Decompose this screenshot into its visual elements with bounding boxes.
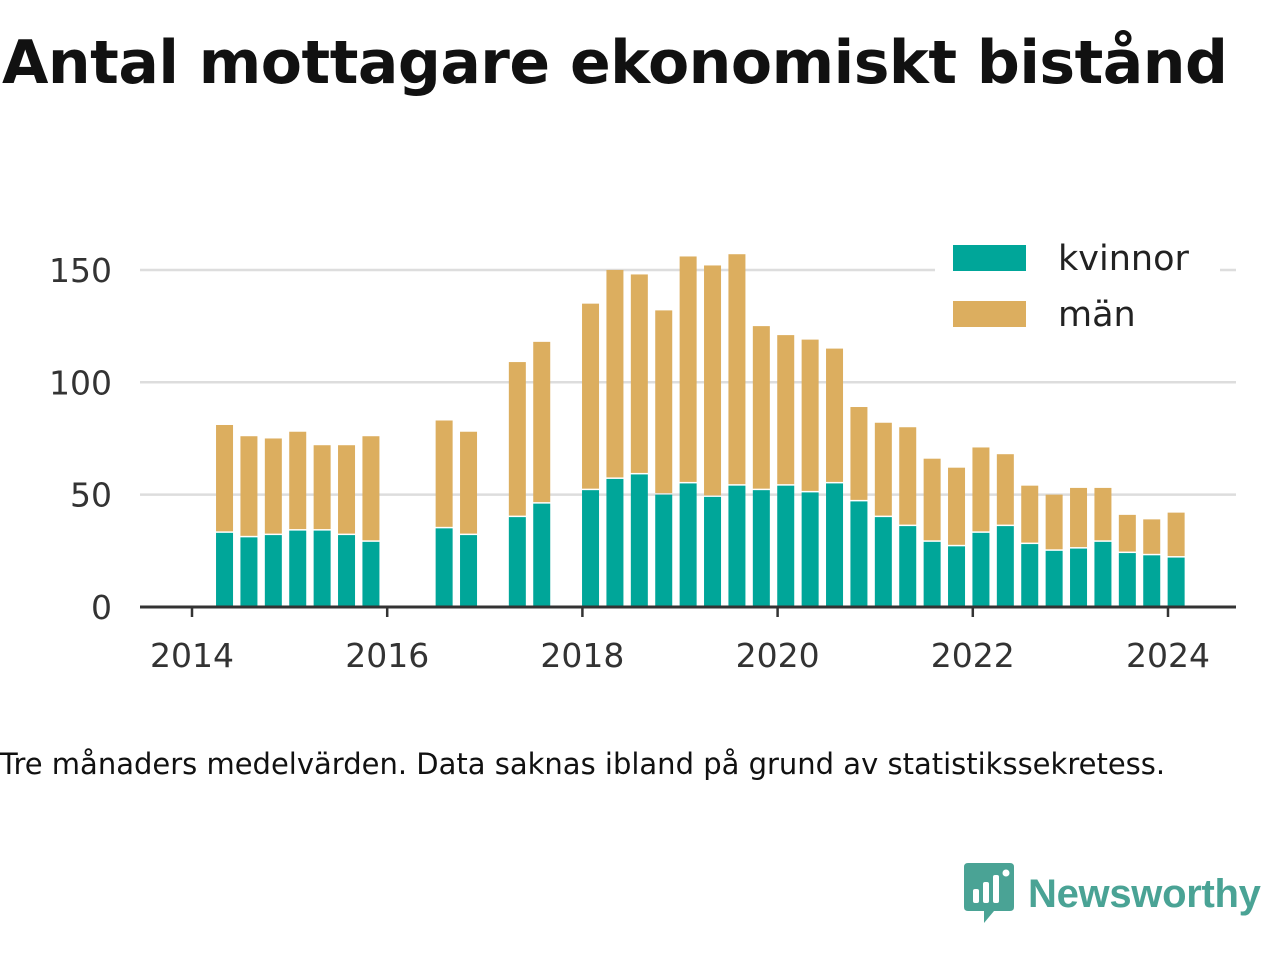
bar-man — [216, 424, 234, 532]
bar-man — [362, 436, 380, 541]
bar-man — [1167, 512, 1185, 557]
bar-man — [923, 458, 941, 541]
bar-kvinnor — [996, 526, 1014, 607]
bar-kvinnor — [264, 535, 282, 607]
bar-man — [313, 445, 331, 530]
bar-kvinnor — [582, 490, 600, 607]
newsworthy-logo-icon — [964, 863, 1014, 923]
bar-man — [948, 467, 966, 545]
bar-kvinnor — [1070, 548, 1088, 607]
legend-label: kvinnor — [1058, 239, 1189, 279]
bar-kvinnor — [313, 530, 331, 607]
bar-man — [704, 265, 722, 496]
bar-kvinnor — [948, 546, 966, 607]
bar-kvinnor — [1021, 544, 1039, 607]
bar-man — [606, 269, 624, 478]
x-tick-label: 2024 — [1126, 636, 1210, 675]
caption: Tre månaders medelvärden. Data saknas ib… — [0, 747, 1166, 781]
legend-label: män — [1058, 295, 1136, 335]
y-tick-label: 150 — [49, 251, 112, 290]
bar-man — [1045, 494, 1063, 550]
bar-man — [752, 326, 770, 489]
bar-man — [850, 407, 868, 500]
x-tick-label: 2016 — [345, 636, 429, 675]
x-tick-label: 2022 — [931, 636, 1015, 675]
y-tick-label: 100 — [49, 363, 112, 402]
bar-kvinnor — [874, 517, 892, 607]
bar-kvinnor — [655, 494, 673, 607]
bar-kvinnor — [1167, 557, 1185, 607]
bar-man — [264, 438, 282, 534]
bar-kvinnor — [728, 485, 746, 607]
bar-kvinnor — [1045, 550, 1063, 607]
bar-man — [1094, 487, 1112, 541]
x-axis: 2014 2016 2018 2020 2022 2024 — [140, 605, 1236, 675]
bar-man — [582, 303, 600, 489]
bar-kvinnor — [972, 532, 990, 607]
bar-kvinnor — [289, 530, 307, 607]
bar-man — [972, 447, 990, 532]
bar-man — [801, 339, 819, 491]
y-tick-label: 0 — [91, 588, 112, 627]
bar-man — [1070, 487, 1088, 548]
bar-kvinnor — [508, 517, 526, 607]
bar-kvinnor — [1118, 553, 1136, 607]
bar-man — [533, 341, 551, 503]
bar-man — [508, 362, 526, 516]
bar-man — [338, 445, 356, 534]
bar-man — [1118, 514, 1136, 552]
bar-kvinnor — [606, 478, 624, 607]
bar-man — [679, 256, 697, 482]
y-axis: 0 50 100 150 — [49, 251, 112, 627]
bar-kvinnor — [240, 537, 258, 607]
bar-man — [899, 427, 917, 525]
bar-kvinnor — [752, 490, 770, 607]
bar-kvinnor — [435, 528, 453, 607]
bar-man — [655, 310, 673, 494]
bar-kvinnor — [923, 541, 941, 607]
bar-kvinnor — [899, 526, 917, 607]
x-tick-label: 2020 — [736, 636, 820, 675]
bar-kvinnor — [1143, 555, 1161, 607]
brand[interactable]: Newsworthy — [964, 862, 1261, 926]
x-tick-label: 2018 — [540, 636, 624, 675]
bar-kvinnor — [850, 501, 868, 607]
bar-man — [874, 422, 892, 516]
bar-kvinnor — [630, 474, 648, 607]
bars — [216, 254, 1185, 607]
bar-man — [826, 348, 844, 482]
bar-kvinnor — [704, 496, 722, 607]
legend-swatch — [953, 245, 1026, 271]
bar-kvinnor — [338, 535, 356, 607]
bar-kvinnor — [801, 492, 819, 607]
bar-man — [435, 420, 453, 527]
chart-title: Antal mottagare ekonomiskt bistånd — [2, 28, 1228, 98]
legend-swatch — [953, 301, 1026, 327]
bar-kvinnor — [460, 535, 478, 607]
y-tick-label: 50 — [70, 476, 112, 515]
brand-name: Newsworthy — [1028, 871, 1261, 916]
bar-kvinnor — [777, 485, 795, 607]
bar-kvinnor — [362, 541, 380, 607]
bar-kvinnor — [216, 532, 234, 607]
bar-kvinnor — [533, 503, 551, 607]
bar-kvinnor — [679, 483, 697, 607]
bar-man — [996, 454, 1014, 525]
bar-man — [1143, 519, 1161, 554]
bar-kvinnor — [826, 483, 844, 607]
bar-man — [777, 335, 795, 485]
bar-man — [240, 436, 258, 536]
bar-man — [289, 431, 307, 530]
bar-man — [460, 431, 478, 534]
bar-man — [1021, 485, 1039, 543]
bar-man — [728, 254, 746, 485]
x-tick-label: 2014 — [150, 636, 234, 675]
bar-kvinnor — [1094, 541, 1112, 607]
bar-man — [630, 274, 648, 473]
legend: kvinnor män — [935, 226, 1220, 346]
